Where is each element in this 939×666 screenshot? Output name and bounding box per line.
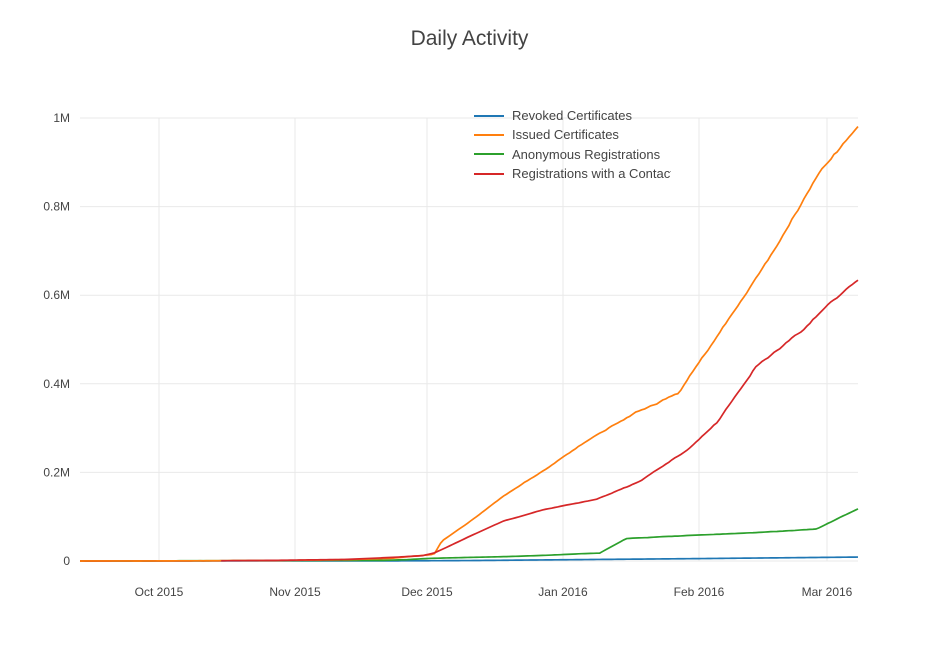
svg-text:0.2M: 0.2M: [43, 465, 70, 479]
svg-text:Dec 2015: Dec 2015: [401, 585, 453, 599]
svg-text:Feb 2016: Feb 2016: [674, 585, 725, 599]
svg-text:1M: 1M: [53, 111, 70, 125]
svg-text:Mar 2016: Mar 2016: [802, 585, 853, 599]
svg-text:Jan 2016: Jan 2016: [538, 585, 588, 599]
svg-text:0: 0: [63, 554, 70, 568]
svg-text:0.4M: 0.4M: [43, 377, 70, 391]
svg-text:0.6M: 0.6M: [43, 288, 70, 302]
svg-text:Nov 2015: Nov 2015: [269, 585, 321, 599]
svg-text:Oct 2015: Oct 2015: [135, 585, 184, 599]
svg-text:0.8M: 0.8M: [43, 200, 70, 214]
